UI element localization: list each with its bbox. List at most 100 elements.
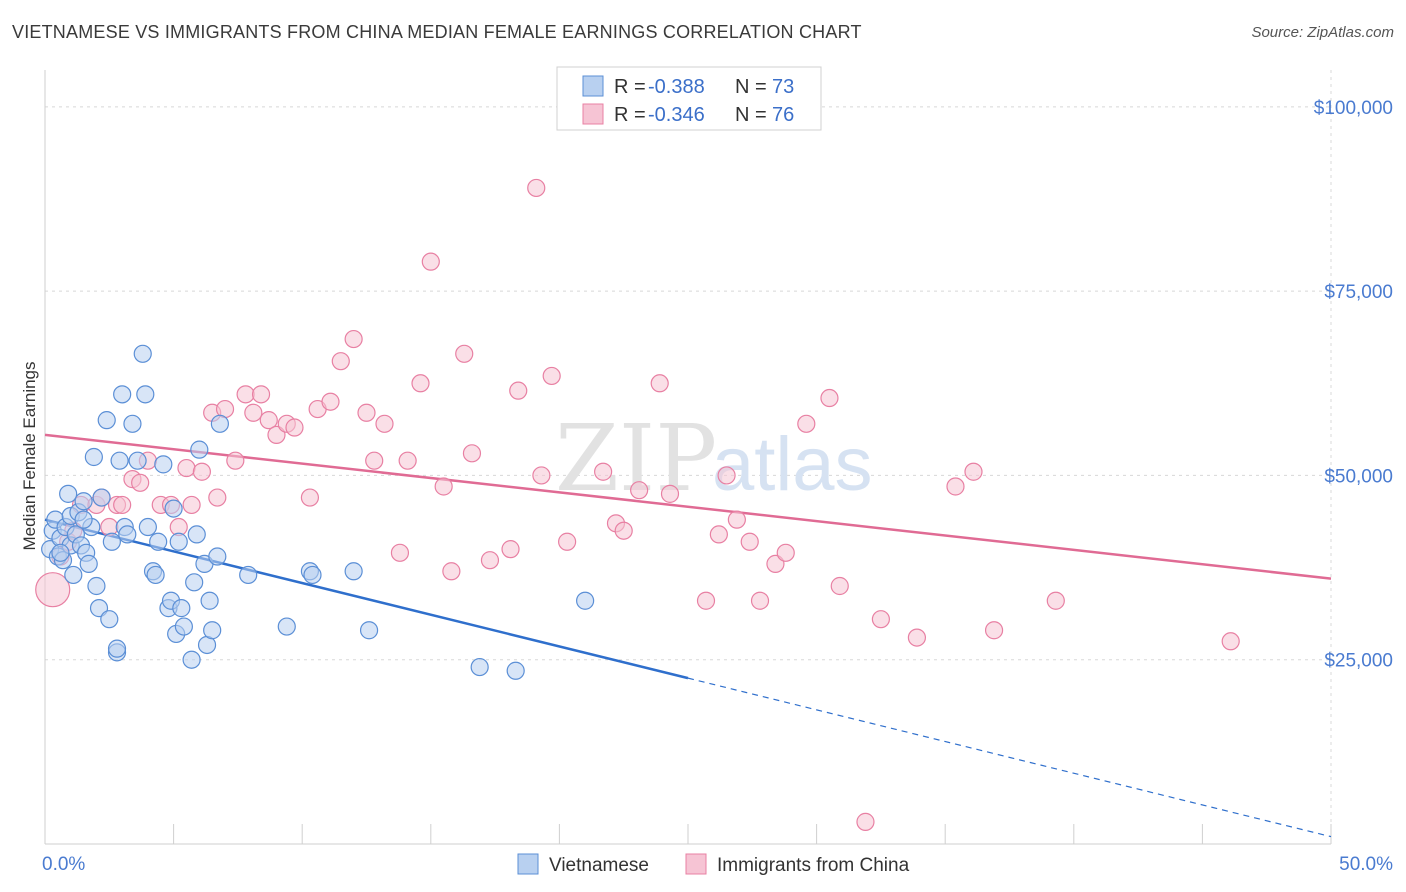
y-tick-label: $75,000 xyxy=(1324,282,1393,303)
data-point xyxy=(128,451,147,470)
data-point xyxy=(594,462,613,481)
data-point xyxy=(79,554,98,573)
data-point xyxy=(123,414,142,433)
data-point xyxy=(321,392,340,411)
data-point xyxy=(210,414,229,433)
data-point xyxy=(390,543,410,562)
data-point xyxy=(87,576,106,596)
data-point xyxy=(59,484,78,503)
data-point xyxy=(434,477,453,496)
series-label-vietnamese: Vietnamese xyxy=(549,855,649,876)
data-point xyxy=(375,414,394,433)
data-point xyxy=(576,591,595,610)
data-point xyxy=(871,610,891,629)
data-point xyxy=(359,621,379,640)
data-point xyxy=(907,628,927,647)
data-point xyxy=(92,488,111,507)
data-point xyxy=(169,532,188,551)
x-tick-label: 0.0% xyxy=(42,854,85,875)
data-point xyxy=(185,573,204,592)
data-point xyxy=(35,572,71,608)
data-point xyxy=(820,388,839,408)
data-point xyxy=(187,525,206,544)
x-tick-label: 50.0% xyxy=(1339,854,1393,875)
data-point xyxy=(239,565,258,585)
data-point xyxy=(740,532,759,551)
data-point xyxy=(509,381,528,400)
data-point xyxy=(776,543,795,562)
data-point xyxy=(138,517,157,537)
data-point xyxy=(208,488,227,507)
data-point xyxy=(192,462,211,481)
data-point xyxy=(203,621,222,640)
data-point xyxy=(146,565,165,585)
data-point xyxy=(856,812,875,831)
data-point xyxy=(1046,591,1065,610)
data-point xyxy=(113,495,132,515)
data-point xyxy=(259,411,278,430)
data-point xyxy=(442,562,461,581)
data-point xyxy=(558,532,577,551)
legend-n-value: 76 xyxy=(772,104,794,126)
data-point xyxy=(154,455,173,474)
data-point xyxy=(236,385,255,404)
legend-swatch-vietnamese xyxy=(582,75,604,97)
data-point xyxy=(244,403,263,422)
legend-swatch-china xyxy=(582,103,604,125)
data-point xyxy=(285,418,304,437)
data-point xyxy=(709,525,728,544)
legend-r-label: R = xyxy=(614,76,646,98)
data-point xyxy=(501,540,520,559)
data-point xyxy=(1221,632,1240,651)
data-point xyxy=(133,344,152,363)
chart-title: VIETNAMESE VS IMMIGRANTS FROM CHINA MEDI… xyxy=(12,22,862,42)
data-point xyxy=(131,473,150,492)
data-point xyxy=(365,451,384,470)
series-swatch-vietnamese xyxy=(517,853,539,875)
data-point xyxy=(797,414,816,433)
data-point xyxy=(51,543,70,562)
data-point xyxy=(614,521,633,540)
data-point xyxy=(470,657,489,677)
data-point xyxy=(630,481,649,500)
legend-n-label: N = xyxy=(735,104,767,126)
y-tick-label: $50,000 xyxy=(1324,466,1393,487)
data-point xyxy=(118,525,137,544)
data-point xyxy=(100,610,119,629)
series-legend: Vietnamese Immigrants from China xyxy=(517,853,910,876)
grid-lines xyxy=(45,70,1332,844)
data-point xyxy=(462,444,482,463)
stats-legend: R = -0.388 N = 73 R = -0.346 N = 76 xyxy=(556,66,822,131)
data-point xyxy=(542,366,561,386)
trend-line-china xyxy=(44,433,1332,580)
data-point xyxy=(421,252,440,271)
series-swatch-china xyxy=(685,853,707,875)
data-point xyxy=(532,466,551,485)
y-tick-label: $25,000 xyxy=(1324,651,1393,672)
data-point xyxy=(717,466,736,485)
data-point xyxy=(727,510,746,529)
data-point xyxy=(411,374,430,393)
data-point xyxy=(172,599,191,618)
data-point xyxy=(344,562,363,581)
data-point xyxy=(64,565,83,585)
data-point xyxy=(208,547,227,566)
data-point xyxy=(344,329,363,349)
data-point xyxy=(136,385,155,404)
data-point xyxy=(696,591,716,610)
x-tick-labels: 0.0% 50.0% xyxy=(42,854,1393,875)
data-point xyxy=(398,451,417,470)
data-point xyxy=(97,411,116,430)
y-axis-label: Median Female Earnings xyxy=(20,362,39,551)
watermark-atlas: atlas xyxy=(712,422,873,507)
legend-r-value: -0.388 xyxy=(648,76,705,98)
data-point xyxy=(149,532,168,551)
data-point xyxy=(74,510,93,529)
source-label: Source: ZipAtlas.com xyxy=(1251,24,1394,41)
data-point xyxy=(100,517,119,537)
data-point xyxy=(107,639,127,658)
data-point xyxy=(190,440,209,459)
data-point xyxy=(480,551,500,570)
series-label-china: Immigrants from China xyxy=(717,855,910,876)
